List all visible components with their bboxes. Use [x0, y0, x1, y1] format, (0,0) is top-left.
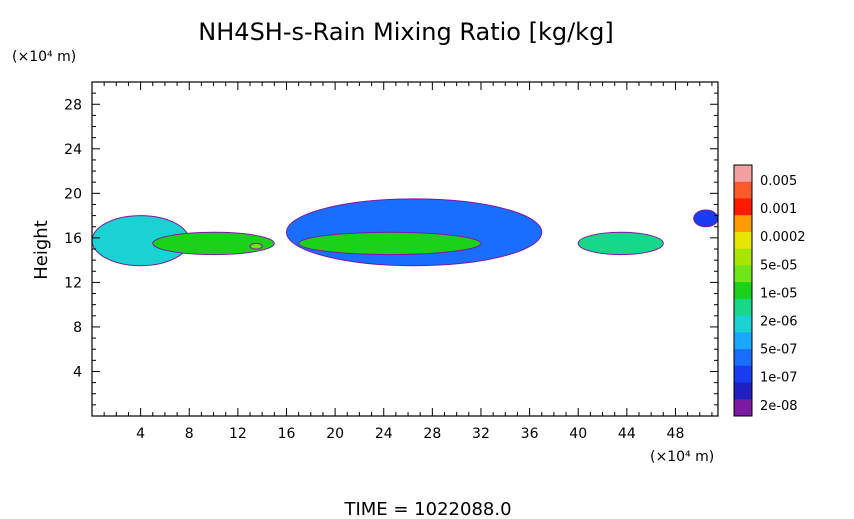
colorbar-swatch — [734, 215, 752, 233]
x-tick-label: 48 — [667, 426, 685, 442]
colorbar-label: 5e-05 — [760, 258, 798, 273]
y-tick-label: 28 — [64, 97, 82, 113]
colorbar-label: 0.001 — [760, 202, 797, 217]
y-axis-label: Height — [31, 220, 52, 280]
colorbar-border — [733, 164, 753, 417]
colorbar-swatch — [734, 248, 752, 266]
colorbar-swatch — [734, 365, 752, 384]
y-tick-label: 24 — [64, 142, 82, 158]
colorbar-swatch — [734, 349, 752, 367]
chart-title: NH4SH-s-Rain Mixing Ratio [kg/kg] — [198, 18, 613, 46]
colorbar-swatch — [734, 282, 752, 300]
y-tick-label: 20 — [64, 186, 82, 202]
colorbar-swatch — [734, 181, 752, 199]
y-tick-label: 16 — [64, 231, 82, 247]
time-footer: TIME = 1022088.0 — [343, 499, 511, 519]
x-tick-label: 32 — [472, 426, 490, 442]
y-unit-label: (×10⁴ m) — [12, 49, 76, 65]
heatmap-fill — [91, 198, 719, 267]
colorbar-label: 1e-05 — [760, 286, 798, 301]
data-region-4 — [298, 231, 482, 256]
colorbar-swatch — [734, 399, 752, 417]
colorbar-label: 2e-06 — [760, 315, 798, 330]
colorbar-swatch — [734, 231, 752, 250]
colorbar-label: 2e-08 — [760, 399, 798, 414]
x-tick-label: 28 — [423, 426, 441, 442]
x-tick-label: 16 — [278, 426, 296, 442]
colorbar-swatch — [734, 382, 752, 400]
x-tick-label: 12 — [229, 426, 247, 442]
data-region-5 — [577, 231, 664, 256]
colorbar-label: 1e-07 — [760, 371, 798, 386]
colorbar-label: 0.0002 — [760, 230, 806, 245]
data-region-2 — [249, 242, 263, 250]
y-tick-label: 12 — [64, 275, 82, 291]
colorbar-swatch — [734, 165, 752, 183]
colorbar-swatch — [734, 315, 752, 333]
x-tick-label: 24 — [375, 426, 393, 442]
data-region-1 — [152, 231, 275, 256]
data-region-6 — [693, 209, 719, 228]
colorbar-label: 5e-07 — [760, 343, 798, 358]
x-tick-label: 44 — [618, 426, 636, 442]
x-tick-label: 4 — [136, 426, 145, 442]
colorbar-label: 0.005 — [760, 174, 797, 189]
x-unit-label: (×10⁴ m) — [650, 449, 714, 465]
colorbar: 0.005 0.001 0.0002 5e-05 1e-05 2e-06 5e-07 1e-0… — [733, 164, 806, 417]
y-axis: 4 8 12 16 20 24 28 — [64, 92, 718, 406]
x-tick-label: 20 — [326, 426, 344, 442]
x-axis: 4 8 12 16 20 24 28 32 36 40 44 48 — [103, 82, 713, 442]
colorbar-swatch — [734, 332, 752, 350]
colorbar-swatch — [734, 198, 752, 216]
colorbar-swatch — [734, 298, 752, 317]
x-tick-label: 36 — [521, 426, 539, 442]
y-tick-label: 8 — [73, 320, 82, 336]
colorbar-swatch — [734, 265, 752, 283]
y-tick-label: 4 — [73, 364, 82, 380]
x-tick-label: 8 — [185, 426, 194, 442]
x-tick-label: 40 — [569, 426, 587, 442]
